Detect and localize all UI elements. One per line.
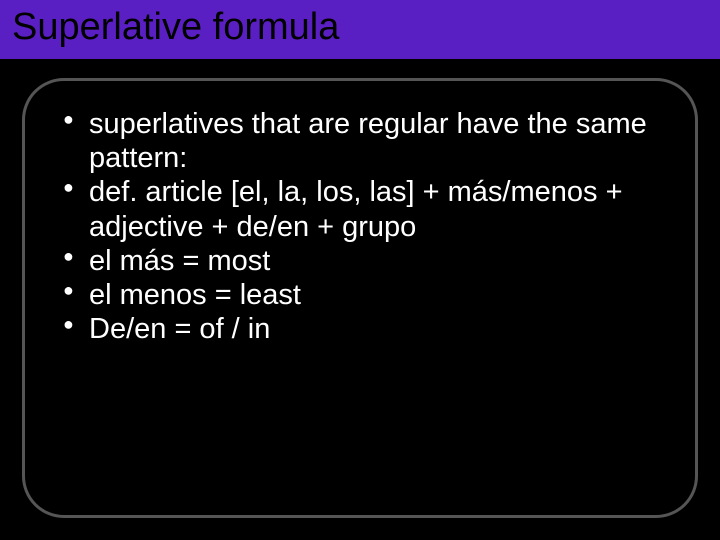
- title-bar: Superlative formula: [0, 0, 720, 62]
- list-item: el más = most: [63, 244, 665, 278]
- list-item: superlatives that are regular have the s…: [63, 107, 665, 175]
- list-item: el menos = least: [63, 278, 665, 312]
- content-box: superlatives that are regular have the s…: [22, 78, 698, 518]
- slide-title: Superlative formula: [12, 6, 708, 49]
- slide: Superlative formula superlatives that ar…: [0, 0, 720, 540]
- list-item: def. article [el, la, los, las] + más/me…: [63, 175, 665, 243]
- list-item: De/en = of / in: [63, 312, 665, 346]
- bullet-list: superlatives that are regular have the s…: [63, 107, 665, 347]
